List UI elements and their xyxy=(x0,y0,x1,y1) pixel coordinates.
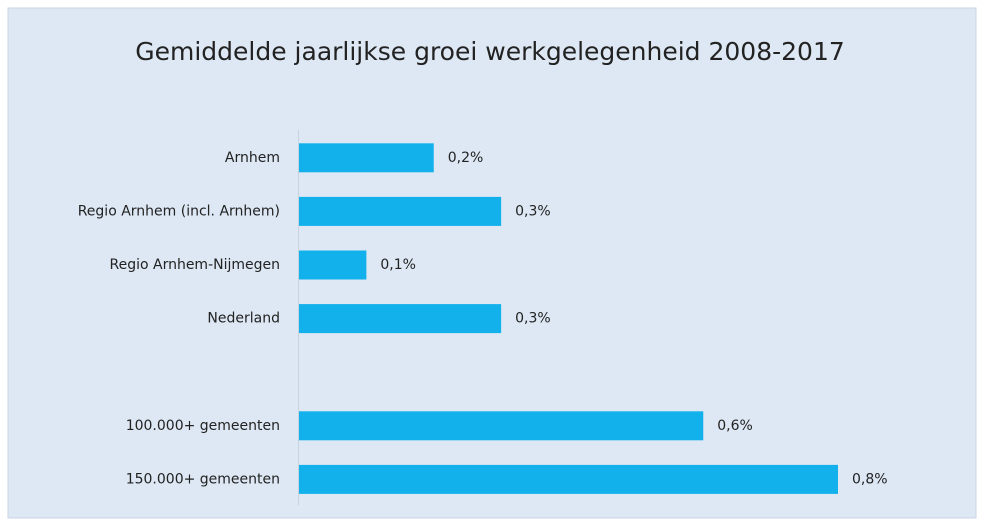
data-label: 0,3% xyxy=(515,311,551,327)
y-tick-label: 100.000+ gemeenten xyxy=(126,418,280,434)
y-tick-label: Regio Arnhem-Nijmegen xyxy=(109,257,280,273)
data-label: 0,2% xyxy=(448,150,484,166)
bar xyxy=(299,304,502,334)
data-label: 0,3% xyxy=(515,203,551,219)
data-label: 0,6% xyxy=(717,418,753,434)
y-tick-label: Regio Arnhem (incl. Arnhem) xyxy=(78,203,280,219)
y-tick-label: Arnhem xyxy=(225,150,280,166)
bar xyxy=(299,464,838,494)
bar xyxy=(299,411,704,441)
y-tick-label: Nederland xyxy=(207,311,280,327)
chart-title: Gemiddelde jaarlijkse groei werkgelegenh… xyxy=(135,37,845,66)
bar xyxy=(299,143,434,173)
bar xyxy=(299,196,502,226)
bar xyxy=(299,250,367,280)
y-tick-label: 150.000+ gemeenten xyxy=(126,471,280,487)
data-label: 0,1% xyxy=(380,257,416,273)
data-label: 0,8% xyxy=(852,471,888,487)
